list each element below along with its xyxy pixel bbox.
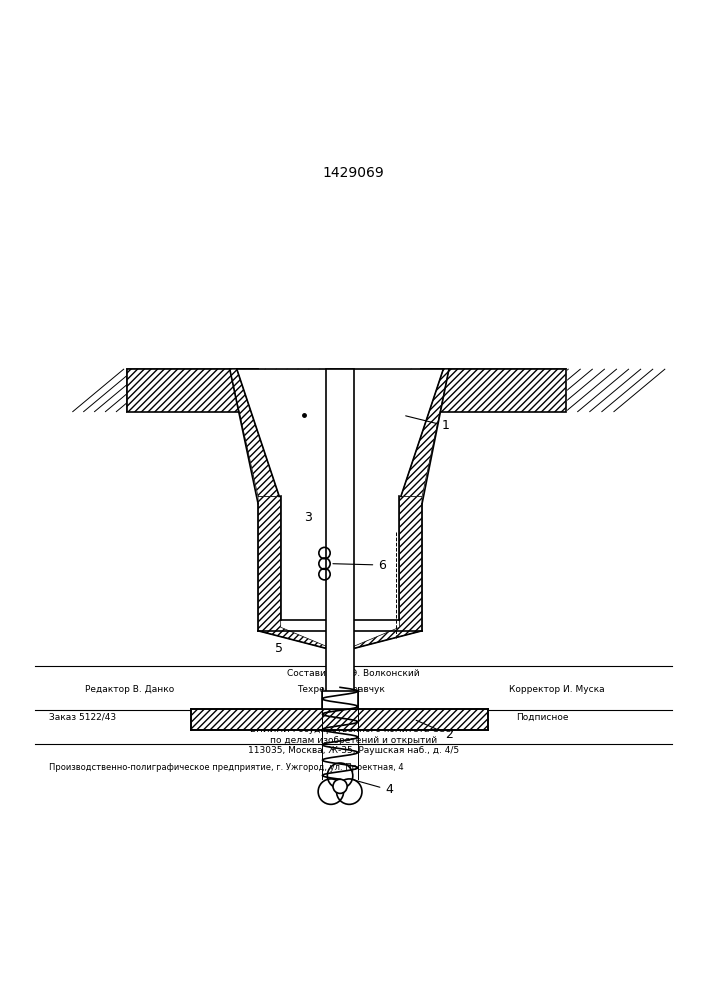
Text: по делам изобретений и открытий: по делам изобретений и открытий xyxy=(270,736,437,745)
Polygon shape xyxy=(237,369,443,496)
Text: Составитель Э. Волконский: Составитель Э. Волконский xyxy=(287,669,420,678)
Bar xyxy=(326,369,354,730)
Text: Техред  А.Кравчук: Техред А.Кравчук xyxy=(297,685,385,694)
Text: 1429069: 1429069 xyxy=(322,166,385,180)
Bar xyxy=(421,369,566,412)
Text: Подписное: Подписное xyxy=(516,713,568,722)
Text: 113035, Москва, Ж-35, Раушская наб., д. 4/5: 113035, Москва, Ж-35, Раушская наб., д. … xyxy=(248,746,459,755)
Text: 5: 5 xyxy=(275,642,284,655)
Polygon shape xyxy=(401,369,449,496)
Text: Заказ 5122/43: Заказ 5122/43 xyxy=(49,713,117,722)
Text: 3: 3 xyxy=(303,511,312,524)
Bar xyxy=(421,369,566,412)
Bar xyxy=(322,691,358,709)
Text: 1: 1 xyxy=(406,416,450,432)
Text: Тираж 522: Тираж 522 xyxy=(279,713,329,722)
Polygon shape xyxy=(230,369,279,496)
Text: Корректор И. Муска: Корректор И. Муска xyxy=(509,685,604,694)
Bar xyxy=(191,709,488,730)
Polygon shape xyxy=(340,496,422,652)
Bar xyxy=(127,369,258,412)
Text: 2: 2 xyxy=(416,720,453,741)
Text: 6: 6 xyxy=(333,559,386,572)
Text: Редактор В. Данко: Редактор В. Данко xyxy=(85,685,174,694)
Polygon shape xyxy=(258,496,340,652)
Text: ВНИИПИ Государственного комитета СССР: ВНИИПИ Государственного комитета СССР xyxy=(250,725,457,734)
Polygon shape xyxy=(281,496,399,620)
Circle shape xyxy=(333,779,347,793)
Text: 4: 4 xyxy=(354,780,393,796)
Text: Производственно-полиграфическое предприятие, г. Ужгород, ул. Проектная, 4: Производственно-полиграфическое предприя… xyxy=(49,763,404,772)
Bar xyxy=(127,369,258,412)
